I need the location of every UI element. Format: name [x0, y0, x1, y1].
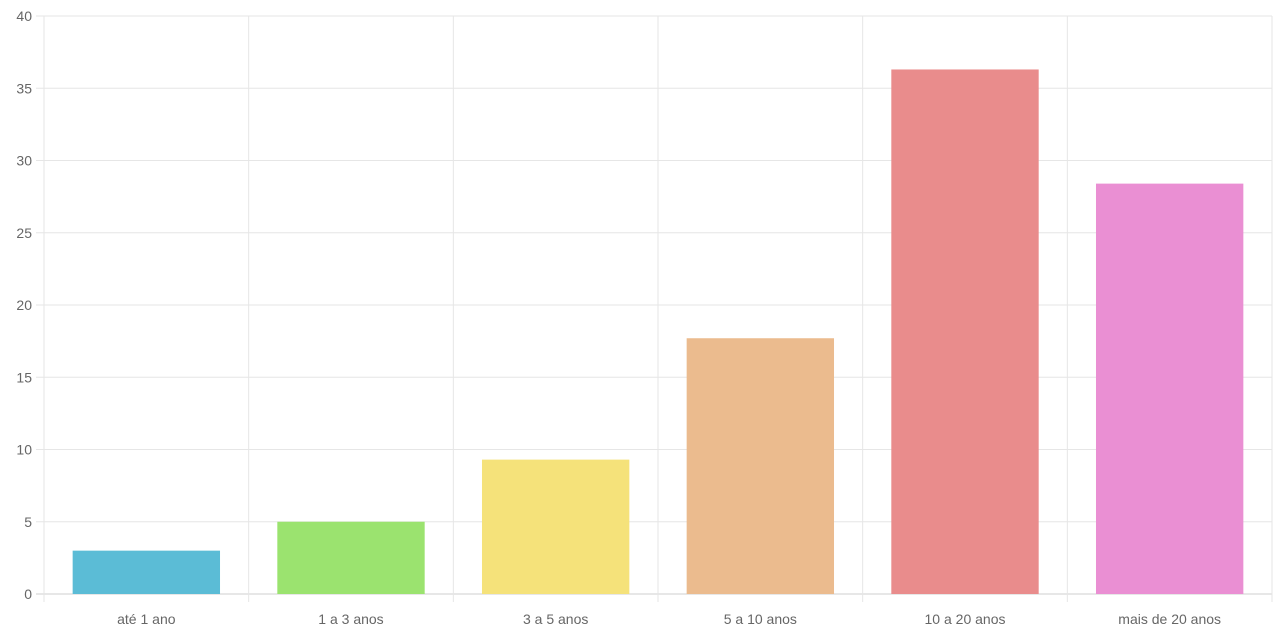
- grid-layer: [36, 15, 1273, 602]
- y-tick-label: 5: [24, 514, 32, 530]
- y-tick-label: 25: [16, 225, 32, 241]
- y-tick-label: 35: [16, 80, 32, 96]
- y-tick-label: 30: [16, 153, 32, 169]
- x-tick-label: 3 a 5 anos: [523, 611, 588, 627]
- bar[interactable]: [72, 550, 221, 594]
- y-tick-label: 10: [16, 442, 32, 458]
- x-tick-label: 10 a 20 anos: [925, 611, 1006, 627]
- y-tick-label: 15: [16, 369, 32, 385]
- y-tick-label: 40: [16, 8, 32, 24]
- axis-layer: 0 5 10 15 20 25 30 35 40 até 1 ano 1 a 3 anos 3 a 5…: [16, 8, 1221, 627]
- bars-layer: [72, 69, 1244, 595]
- x-tick-label: 1 a 3 anos: [318, 611, 383, 627]
- y-tick-label: 20: [16, 297, 32, 313]
- bar[interactable]: [277, 521, 425, 594]
- bar[interactable]: [481, 459, 630, 594]
- bar[interactable]: [1095, 183, 1244, 594]
- x-tick-label: mais de 20 anos: [1118, 611, 1221, 627]
- bar[interactable]: [686, 338, 835, 594]
- bar[interactable]: [891, 69, 1039, 595]
- x-tick-label: até 1 ano: [117, 611, 176, 627]
- x-tick-label: 5 a 10 anos: [724, 611, 797, 627]
- y-tick-label: 0: [24, 586, 32, 602]
